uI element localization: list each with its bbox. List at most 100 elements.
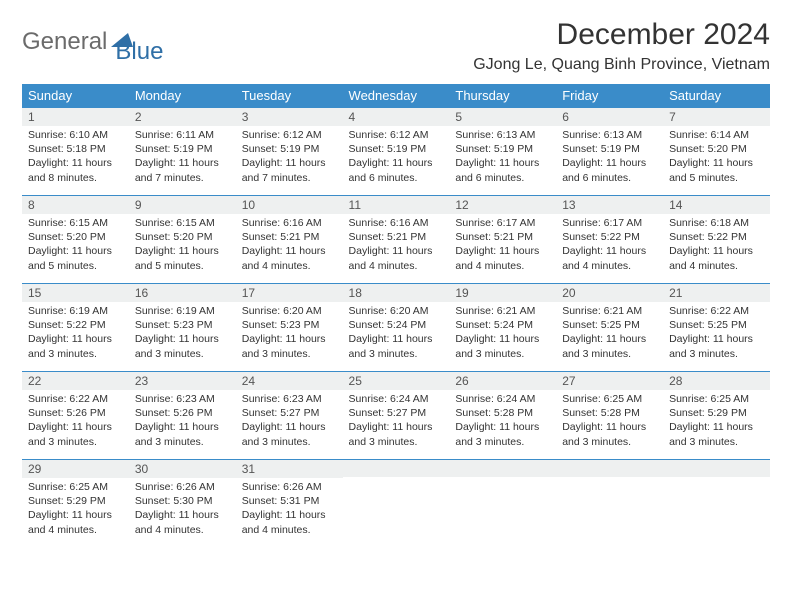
day-details: Sunrise: 6:19 AMSunset: 5:23 PMDaylight:… — [129, 302, 236, 365]
sunrise-line: Sunrise: 6:22 AM — [28, 392, 123, 406]
calendar-cell: 29Sunrise: 6:25 AMSunset: 5:29 PMDayligh… — [22, 459, 129, 547]
daylight-line: Daylight: 11 hours and 7 minutes. — [242, 156, 337, 184]
calendar-cell: 6Sunrise: 6:13 AMSunset: 5:19 PMDaylight… — [556, 107, 663, 195]
calendar-cell: 19Sunrise: 6:21 AMSunset: 5:24 PMDayligh… — [449, 283, 556, 371]
day-number: 6 — [556, 107, 663, 126]
day-number: 15 — [22, 283, 129, 302]
day-details: Sunrise: 6:12 AMSunset: 5:19 PMDaylight:… — [343, 126, 450, 189]
calendar-cell: 15Sunrise: 6:19 AMSunset: 5:22 PMDayligh… — [22, 283, 129, 371]
calendar-row: 29Sunrise: 6:25 AMSunset: 5:29 PMDayligh… — [22, 459, 770, 547]
calendar-cell: 12Sunrise: 6:17 AMSunset: 5:21 PMDayligh… — [449, 195, 556, 283]
brand-logo: General Blue — [22, 18, 163, 66]
day-number: 21 — [663, 283, 770, 302]
location-text: GJong Le, Quang Binh Province, Vietnam — [473, 56, 770, 74]
day-details: Sunrise: 6:15 AMSunset: 5:20 PMDaylight:… — [22, 214, 129, 277]
sunrise-line: Sunrise: 6:24 AM — [455, 392, 550, 406]
daylight-line: Daylight: 11 hours and 4 minutes. — [349, 244, 444, 272]
sunrise-line: Sunrise: 6:13 AM — [455, 128, 550, 142]
day-number: 1 — [22, 107, 129, 126]
sunset-line: Sunset: 5:21 PM — [349, 230, 444, 244]
daylight-line: Daylight: 11 hours and 4 minutes. — [242, 508, 337, 536]
day-details: Sunrise: 6:13 AMSunset: 5:19 PMDaylight:… — [449, 126, 556, 189]
day-details: Sunrise: 6:17 AMSunset: 5:21 PMDaylight:… — [449, 214, 556, 277]
page-title: December 2024 — [473, 18, 770, 52]
sunset-line: Sunset: 5:31 PM — [242, 494, 337, 508]
daylight-line: Daylight: 11 hours and 3 minutes. — [562, 420, 657, 448]
brand-text-blue: Blue — [115, 38, 163, 66]
calendar-cell: 30Sunrise: 6:26 AMSunset: 5:30 PMDayligh… — [129, 459, 236, 547]
daylight-line: Daylight: 11 hours and 4 minutes. — [135, 508, 230, 536]
sunset-line: Sunset: 5:20 PM — [669, 142, 764, 156]
day-details: Sunrise: 6:20 AMSunset: 5:23 PMDaylight:… — [236, 302, 343, 365]
calendar-cell — [449, 459, 556, 547]
daynum-empty — [343, 459, 450, 477]
sunrise-line: Sunrise: 6:21 AM — [455, 304, 550, 318]
sunrise-line: Sunrise: 6:20 AM — [349, 304, 444, 318]
daylight-line: Daylight: 11 hours and 5 minutes. — [669, 156, 764, 184]
calendar-cell: 18Sunrise: 6:20 AMSunset: 5:24 PMDayligh… — [343, 283, 450, 371]
daylight-line: Daylight: 11 hours and 3 minutes. — [349, 420, 444, 448]
sunset-line: Sunset: 5:21 PM — [455, 230, 550, 244]
day-details: Sunrise: 6:14 AMSunset: 5:20 PMDaylight:… — [663, 126, 770, 189]
daylight-line: Daylight: 11 hours and 3 minutes. — [455, 332, 550, 360]
calendar-cell: 23Sunrise: 6:23 AMSunset: 5:26 PMDayligh… — [129, 371, 236, 459]
daylight-line: Daylight: 11 hours and 8 minutes. — [28, 156, 123, 184]
day-number: 19 — [449, 283, 556, 302]
weekday-header: Tuesday — [236, 84, 343, 107]
weekday-header: Monday — [129, 84, 236, 107]
daylight-line: Daylight: 11 hours and 3 minutes. — [135, 332, 230, 360]
day-number: 2 — [129, 107, 236, 126]
sunrise-line: Sunrise: 6:25 AM — [562, 392, 657, 406]
day-number: 16 — [129, 283, 236, 302]
day-details: Sunrise: 6:11 AMSunset: 5:19 PMDaylight:… — [129, 126, 236, 189]
day-number: 11 — [343, 195, 450, 214]
daylight-line: Daylight: 11 hours and 3 minutes. — [669, 332, 764, 360]
day-number: 30 — [129, 459, 236, 478]
calendar-cell — [343, 459, 450, 547]
sunrise-line: Sunrise: 6:26 AM — [135, 480, 230, 494]
day-number: 20 — [556, 283, 663, 302]
day-number: 14 — [663, 195, 770, 214]
day-number: 3 — [236, 107, 343, 126]
sunrise-line: Sunrise: 6:13 AM — [562, 128, 657, 142]
day-details: Sunrise: 6:23 AMSunset: 5:27 PMDaylight:… — [236, 390, 343, 453]
sunrise-line: Sunrise: 6:20 AM — [242, 304, 337, 318]
day-number: 17 — [236, 283, 343, 302]
day-number: 31 — [236, 459, 343, 478]
sunrise-line: Sunrise: 6:25 AM — [669, 392, 764, 406]
daylight-line: Daylight: 11 hours and 3 minutes. — [349, 332, 444, 360]
calendar-cell: 5Sunrise: 6:13 AMSunset: 5:19 PMDaylight… — [449, 107, 556, 195]
sunrise-line: Sunrise: 6:15 AM — [135, 216, 230, 230]
day-number: 5 — [449, 107, 556, 126]
daylight-line: Daylight: 11 hours and 3 minutes. — [669, 420, 764, 448]
weekday-header: Sunday — [22, 84, 129, 107]
day-details: Sunrise: 6:21 AMSunset: 5:24 PMDaylight:… — [449, 302, 556, 365]
sunset-line: Sunset: 5:30 PM — [135, 494, 230, 508]
calendar-cell: 3Sunrise: 6:12 AMSunset: 5:19 PMDaylight… — [236, 107, 343, 195]
day-number: 28 — [663, 371, 770, 390]
day-details: Sunrise: 6:10 AMSunset: 5:18 PMDaylight:… — [22, 126, 129, 189]
sunset-line: Sunset: 5:19 PM — [349, 142, 444, 156]
weekday-header: Thursday — [449, 84, 556, 107]
sunset-line: Sunset: 5:23 PM — [242, 318, 337, 332]
sunset-line: Sunset: 5:24 PM — [349, 318, 444, 332]
sunset-line: Sunset: 5:28 PM — [562, 406, 657, 420]
calendar-cell: 22Sunrise: 6:22 AMSunset: 5:26 PMDayligh… — [22, 371, 129, 459]
day-details: Sunrise: 6:26 AMSunset: 5:30 PMDaylight:… — [129, 478, 236, 541]
sunrise-line: Sunrise: 6:23 AM — [135, 392, 230, 406]
daylight-line: Daylight: 11 hours and 3 minutes. — [28, 420, 123, 448]
day-details: Sunrise: 6:18 AMSunset: 5:22 PMDaylight:… — [663, 214, 770, 277]
daylight-line: Daylight: 11 hours and 3 minutes. — [242, 420, 337, 448]
daynum-empty — [556, 459, 663, 477]
sunrise-line: Sunrise: 6:10 AM — [28, 128, 123, 142]
day-details: Sunrise: 6:20 AMSunset: 5:24 PMDaylight:… — [343, 302, 450, 365]
calendar-cell: 31Sunrise: 6:26 AMSunset: 5:31 PMDayligh… — [236, 459, 343, 547]
day-details: Sunrise: 6:15 AMSunset: 5:20 PMDaylight:… — [129, 214, 236, 277]
sunset-line: Sunset: 5:26 PM — [28, 406, 123, 420]
daylight-line: Daylight: 11 hours and 3 minutes. — [242, 332, 337, 360]
sunset-line: Sunset: 5:18 PM — [28, 142, 123, 156]
daylight-line: Daylight: 11 hours and 3 minutes. — [455, 420, 550, 448]
calendar-cell: 17Sunrise: 6:20 AMSunset: 5:23 PMDayligh… — [236, 283, 343, 371]
day-number: 13 — [556, 195, 663, 214]
sunset-line: Sunset: 5:22 PM — [669, 230, 764, 244]
